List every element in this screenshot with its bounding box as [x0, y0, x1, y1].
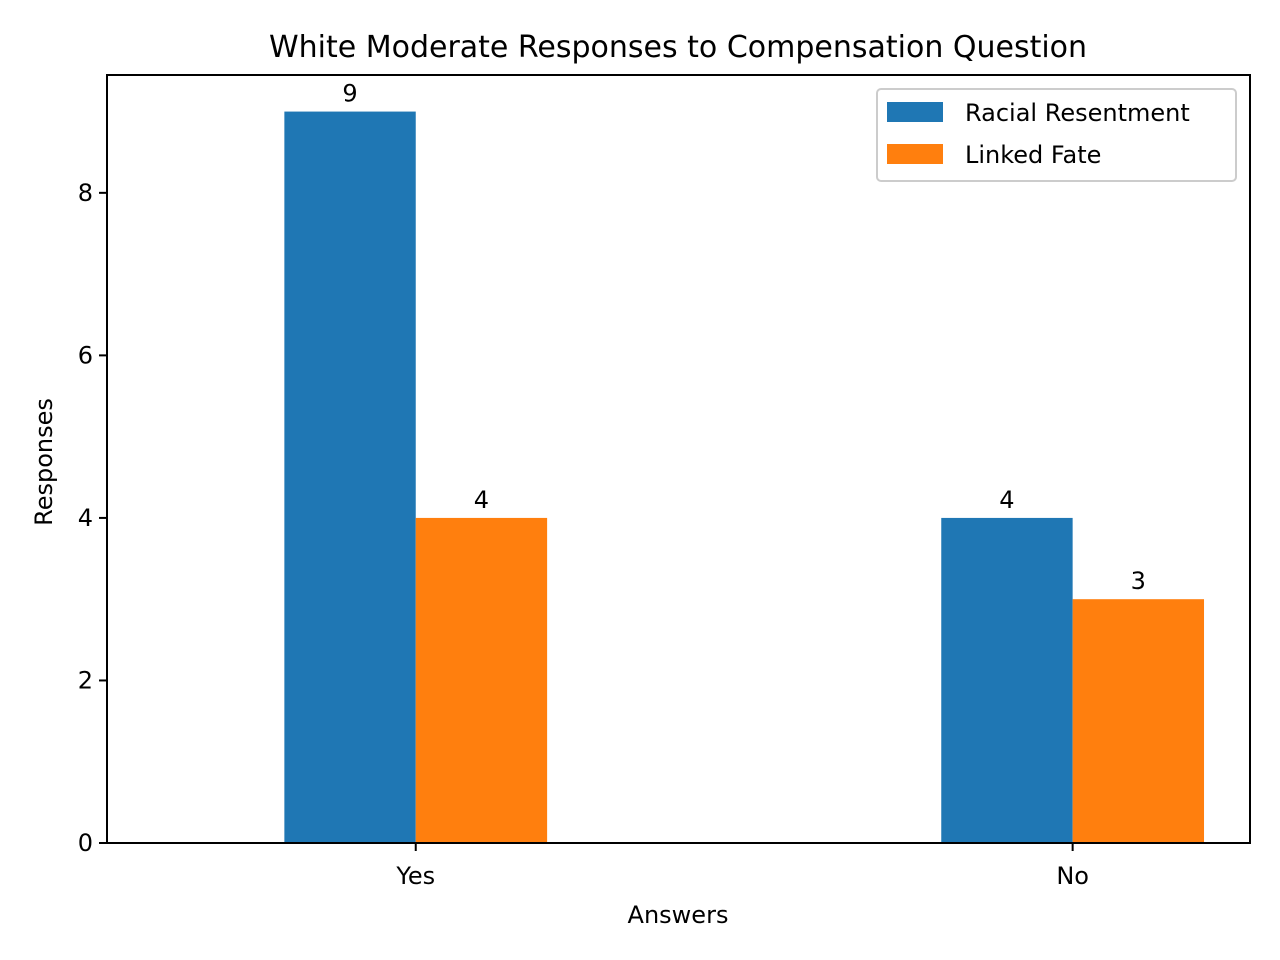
y-tick-label: 2	[78, 666, 93, 694]
data-label: 9	[342, 80, 357, 108]
legend-swatch	[887, 102, 943, 122]
y-tick-label: 4	[78, 504, 93, 532]
data-label: 3	[1131, 567, 1146, 595]
legend-label: Racial Resentment	[965, 99, 1190, 127]
y-axis-label: Responses	[30, 398, 58, 526]
bars-layer	[284, 111, 1205, 844]
x-axis-label: Answers	[628, 901, 729, 929]
bar-racial-resentment-no	[941, 517, 1073, 843]
y-tick-label: 6	[78, 341, 93, 369]
x-tick-label: No	[1056, 862, 1089, 890]
bar-racial-resentment-yes	[284, 111, 416, 844]
y-axis: 0 2 4 6 8	[78, 179, 107, 857]
y-tick-label: 8	[78, 179, 93, 207]
legend-frame	[876, 88, 1237, 182]
x-tick-label: Yes	[395, 862, 435, 890]
y-tick-label: 0	[78, 829, 93, 857]
bar-linked-fate-no	[1072, 599, 1205, 843]
data-labels-layer: 9 4 4 3	[342, 80, 1146, 596]
legend: Racial Resentment Linked Fate	[876, 88, 1237, 182]
chart-title: White Moderate Responses to Compensation…	[269, 30, 1087, 65]
bar-linked-fate-yes	[415, 517, 548, 843]
legend-label: Linked Fate	[965, 141, 1101, 169]
x-axis: Yes No	[395, 843, 1089, 890]
data-label: 4	[474, 486, 489, 514]
legend-swatch	[887, 144, 943, 164]
data-label: 4	[999, 486, 1014, 514]
plot-frame	[106, 74, 1251, 844]
